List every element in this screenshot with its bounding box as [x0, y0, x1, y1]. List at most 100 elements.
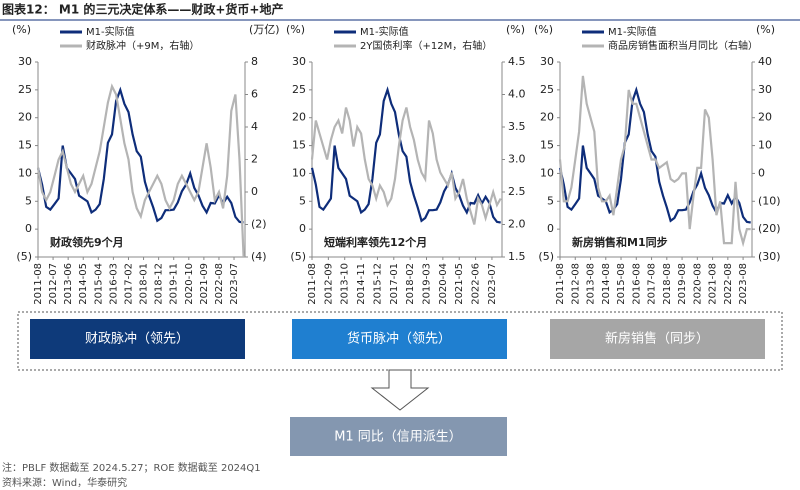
x-tick-label: 2022-08: [723, 263, 734, 305]
y-tick-label: 10: [540, 166, 554, 179]
y-tick-label: 20: [292, 111, 306, 124]
x-tick-label: 2019-11: [169, 263, 180, 305]
x-tick-label: 2023-08: [738, 263, 749, 305]
y-tick-label: 25: [540, 83, 554, 96]
arrow: [370, 369, 430, 411]
y-tick-label: 10: [292, 166, 306, 179]
x-tick-label: 2011-08: [33, 263, 44, 305]
x-tick-label: 2012-09: [323, 263, 334, 305]
y2-tick-label: 40: [758, 55, 772, 68]
legend-label: 商品房销售面积当月同比（右轴）: [608, 39, 758, 52]
y2-tick-label: 0: [758, 166, 765, 179]
driver-box: [30, 319, 245, 359]
y2-unit: (%): [506, 23, 525, 36]
x-tick-label: 2018-12: [154, 263, 165, 305]
y-tick-label: 30: [292, 55, 306, 68]
x-tick-label: 2020-04: [438, 263, 449, 305]
x-tick-label: 2015-04: [93, 263, 104, 305]
annotation: 财政领先9个月: [49, 235, 124, 249]
x-tick-label: 2013-08: [586, 263, 597, 305]
driver-label: 财政脉冲（领先）: [85, 332, 189, 347]
legend-label: 2Y国债利率（+12M，右轴）: [360, 39, 492, 52]
y-unit: (%): [534, 23, 553, 36]
y-tick-label: 15: [292, 139, 306, 152]
y2-tick-label: 20: [758, 111, 772, 124]
result-box: [290, 417, 507, 456]
source: 资料来源：Wind，华泰研究: [2, 476, 127, 489]
x-tick-label: 2018-01: [139, 263, 150, 305]
y-tick-label: 15: [540, 139, 554, 152]
y2-tick-label: 4.0: [508, 88, 526, 101]
x-tick-label: 2020-10: [184, 263, 195, 305]
y2-tick-label: 4.5: [508, 55, 526, 68]
x-tick-label: 2017-01: [389, 263, 400, 305]
legend-label: M1-实际值: [360, 25, 409, 38]
x-tick-label: 2017-08: [647, 263, 658, 305]
note: 注：PBLF 数据截至 2024.5.27；ROE 数据截至 2024Q1: [2, 461, 261, 474]
x-tick-label: 2021-08: [708, 263, 719, 305]
y-tick-label: 20: [540, 111, 554, 124]
y-tick-label: 30: [18, 55, 32, 68]
y2-tick-label: 4: [251, 120, 258, 133]
x-tick-label: 2022-08: [214, 263, 225, 305]
legend-label: M1-实际值: [608, 25, 657, 38]
y2-tick-label: 30: [758, 83, 772, 96]
driver-box: [292, 319, 507, 359]
y2-tick-label: (20): [758, 222, 781, 235]
y2-tick-label: (4): [251, 250, 267, 263]
x-tick-label: 2012-07: [48, 263, 59, 305]
x-tick-label: 2015-08: [616, 263, 627, 305]
y2-unit: (万亿): [249, 23, 280, 36]
x-tick-label: 2016-08: [631, 263, 642, 305]
figure-title: 图表12： M1 的三元决定体系——财政+货币+地产: [2, 2, 283, 17]
x-tick-label: 2011-08: [555, 263, 566, 305]
x-tick-label: 2015-12: [372, 263, 383, 305]
y-tick-label: 5: [25, 194, 32, 207]
y-tick-label: 0: [547, 222, 554, 235]
y2-tick-label: (10): [758, 194, 781, 207]
x-tick-label: 2023-07: [229, 263, 240, 305]
y-unit: (%): [286, 23, 305, 36]
y-tick-label: 10: [18, 166, 32, 179]
y2-tick-label: 3.0: [508, 153, 526, 166]
y-tick-label: 25: [18, 83, 32, 96]
legend-label: 财政脉冲（+9M，右轴）: [86, 39, 199, 52]
y-tick-label: 5: [299, 194, 306, 207]
driver-label: 货币脉冲（领先）: [347, 331, 451, 347]
y-tick-label: (5): [538, 250, 554, 263]
legend-label: M1-实际值: [86, 25, 135, 38]
y-tick-label: 5: [547, 194, 554, 207]
x-tick-label: 2014-05: [78, 263, 89, 305]
x-tick-label: 2021-09: [199, 263, 210, 305]
y2-tick-label: (2): [251, 218, 267, 231]
annotation: 新房销售和M1同步: [572, 235, 668, 249]
y-unit: (%): [12, 23, 31, 36]
result-label: M1 同比（信用派生）: [334, 430, 462, 445]
x-tick-label: 2017-02: [123, 263, 134, 305]
y-tick-label: 0: [25, 222, 32, 235]
y-tick-label: 25: [292, 83, 306, 96]
y2-tick-label: (30): [758, 250, 781, 263]
series-line: [36, 83, 245, 258]
y-tick-label: (5): [16, 250, 32, 263]
y-tick-label: (5): [290, 250, 306, 263]
x-tick-label: 2023-07: [487, 263, 498, 305]
driver-label: 新房销售（同步）: [605, 331, 709, 347]
x-tick-label: 2020-08: [692, 263, 703, 305]
x-tick-label: 2013-10: [340, 263, 351, 305]
y2-unit: (%): [756, 23, 775, 36]
y-tick-label: 15: [18, 139, 32, 152]
y2-tick-label: 8: [251, 55, 258, 68]
x-tick-label: 2021-05: [454, 263, 465, 305]
y2-tick-label: 2.5: [508, 185, 526, 198]
x-tick-label: 2012-08: [570, 263, 581, 305]
series-line: [310, 107, 502, 225]
x-tick-label: 2019-03: [422, 263, 433, 305]
y2-tick-label: 0: [251, 185, 258, 198]
series-line: [36, 86, 244, 224]
y2-tick-label: 2.0: [508, 218, 526, 231]
y2-tick-label: 2: [251, 153, 258, 166]
x-tick-label: 2011-08: [307, 263, 318, 305]
x-tick-label: 2013-06: [63, 263, 74, 305]
